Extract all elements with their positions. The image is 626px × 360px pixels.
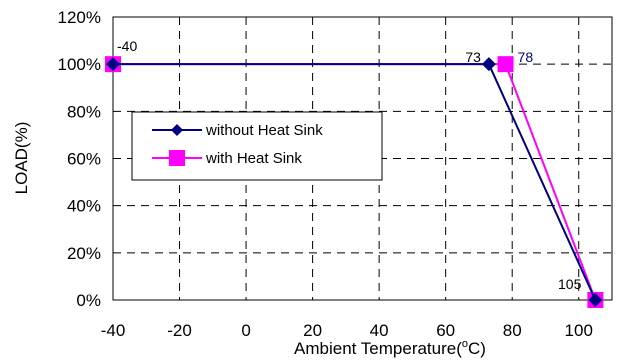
legend-swatch-marker	[171, 124, 183, 136]
annotation-label: -40	[117, 38, 137, 54]
series-layer	[105, 56, 604, 308]
legend: without Heat Sink with Heat Sink	[131, 111, 383, 181]
y-tick-label: 60%	[67, 150, 101, 169]
x-tick-label: 100	[565, 321, 593, 340]
annotation-label: 105	[558, 276, 582, 292]
y-tick-label: 120%	[58, 8, 101, 27]
x-axis-title: Ambient Temperature(oC)	[294, 338, 486, 358]
legend-label: without Heat Sink	[205, 122, 323, 139]
x-tick-label: 60	[436, 321, 455, 340]
series-without-heat-sink	[106, 57, 603, 307]
y-axis-title: LOAD(%)	[12, 122, 31, 195]
y-tick-label: 20%	[67, 244, 101, 263]
legend-box	[131, 111, 383, 181]
y-tick-label: 40%	[67, 197, 101, 216]
annotations: -40 73 78 105	[117, 38, 582, 292]
series-point	[588, 293, 603, 307]
series-point	[497, 56, 514, 73]
legend-item: without Heat Sink	[152, 122, 323, 139]
series-point	[106, 57, 120, 72]
x-axis-title-unit: C)	[468, 339, 486, 358]
y-tick-label: 100%	[58, 55, 101, 74]
legend-label: with Heat Sink	[205, 150, 302, 167]
x-tick-label: 0	[241, 321, 250, 340]
series-line	[113, 63, 597, 301]
legend-item: with Heat Sink	[152, 150, 302, 167]
legend-swatch-marker	[169, 150, 185, 166]
x-tick-label: 40	[370, 321, 389, 340]
x-tick-label: 80	[503, 321, 522, 340]
annotation-label: 73	[465, 49, 481, 65]
x-tick-labels: -40 -20 0 20 40 60 80 100	[101, 321, 593, 340]
x-tick-label: -40	[101, 321, 126, 340]
series-point	[481, 57, 496, 72]
x-tick-label: 20	[303, 321, 322, 340]
annotation-label: 78	[518, 49, 534, 65]
plot-area-border	[112, 16, 613, 301]
y-tick-label: 80%	[67, 102, 101, 121]
x-tick-label: -20	[167, 321, 192, 340]
x-axis-title-main: Ambient Temperature(	[294, 339, 462, 358]
series-line	[113, 63, 597, 301]
y-tick-labels: 0% 20% 40% 60% 80% 100% 120%	[58, 8, 101, 310]
y-tick-label: 0%	[76, 291, 101, 310]
x-axis-title-degree: o	[462, 338, 468, 350]
